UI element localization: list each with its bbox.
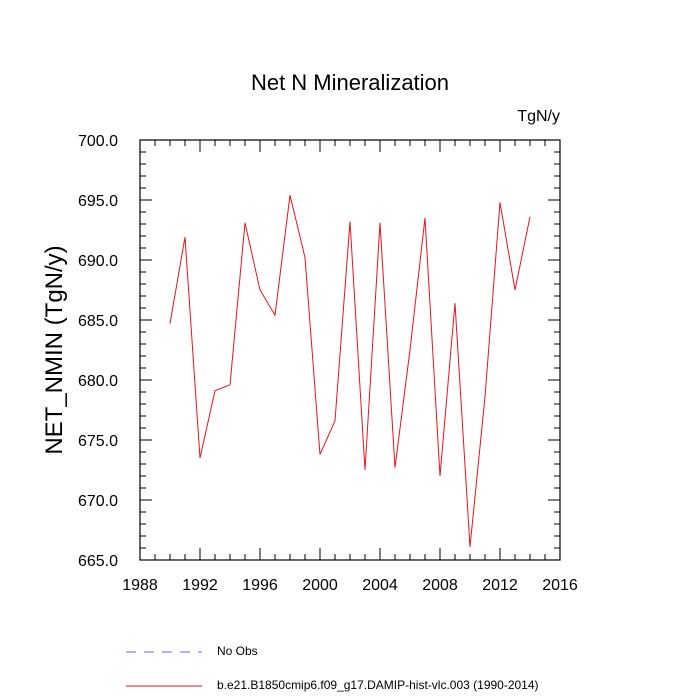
chart-title: Net N Mineralization bbox=[250, 70, 450, 95]
legend-item-model-run: b.e21.B1850cmip6.f09_g17.DAMIP-hist-vlc.… bbox=[126, 678, 596, 694]
x-tick-label: 2008 bbox=[422, 577, 458, 594]
y-tick-label: 685.0 bbox=[78, 313, 118, 330]
y-tick-label: 675.0 bbox=[78, 433, 118, 450]
series-line bbox=[169, 195, 531, 547]
legend-swatch-solid bbox=[126, 685, 202, 687]
x-tick-label: 1992 bbox=[182, 577, 218, 594]
legend-label-model-run: b.e21.B1850cmip6.f09_g17.DAMIP-hist-vlc.… bbox=[217, 678, 539, 692]
y-tick-label: 690.0 bbox=[78, 253, 118, 270]
legend-item-no-obs: No Obs bbox=[126, 644, 326, 660]
y-tick-label: 695.0 bbox=[78, 193, 118, 210]
plot-frame bbox=[139, 139, 561, 561]
x-tick-label: 2004 bbox=[362, 577, 398, 594]
x-tick-label: 2012 bbox=[482, 577, 518, 594]
y-tick-label: 670.0 bbox=[78, 493, 118, 510]
y-tick-label: 680.0 bbox=[78, 373, 118, 390]
x-tick-label: 2016 bbox=[542, 577, 578, 594]
x-tick-label: 2000 bbox=[302, 577, 338, 594]
x-tick-label: 1996 bbox=[242, 577, 278, 594]
units-label: TgN/y bbox=[517, 108, 560, 125]
y-tick-label: 665.0 bbox=[78, 553, 118, 570]
y-tick-label: 700.0 bbox=[78, 133, 118, 150]
legend-swatch-dashed bbox=[126, 651, 202, 653]
legend-label-no-obs: No Obs bbox=[217, 644, 258, 658]
x-tick-label: 1988 bbox=[122, 577, 158, 594]
